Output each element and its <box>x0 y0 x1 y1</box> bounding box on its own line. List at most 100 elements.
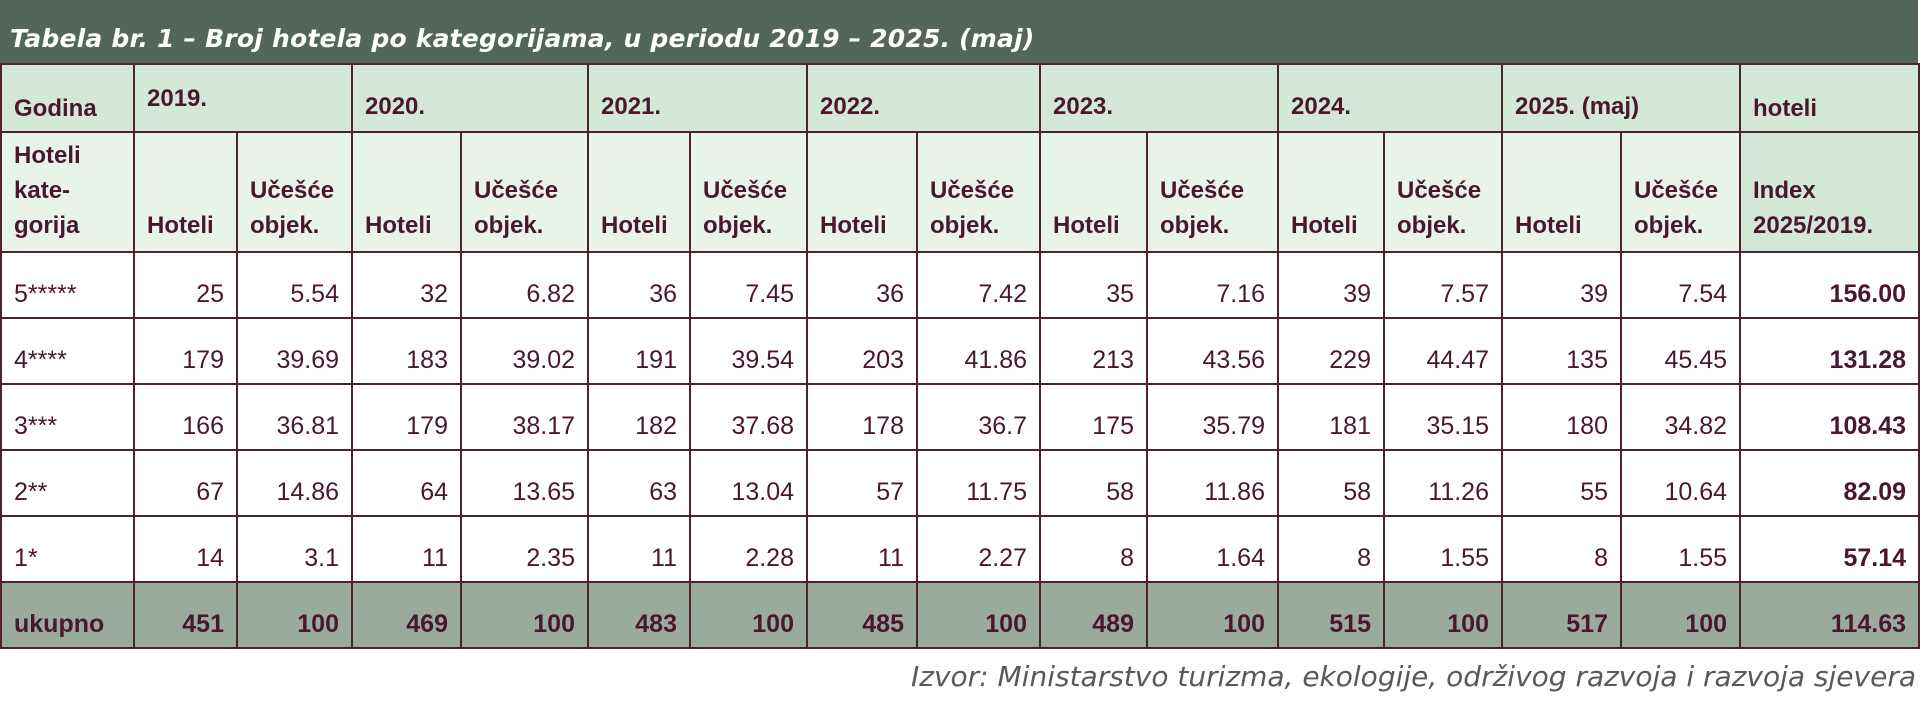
ucesce-percent-cell: 7.57 <box>1383 251 1503 319</box>
ucesce-percent-cell: 6.82 <box>460 251 589 319</box>
hoteli-count-cell: 451 <box>133 581 238 649</box>
year-header-2019: 2019. <box>133 63 353 133</box>
category-cell: 5***** <box>0 251 135 319</box>
ucesce-percent-cell: 35.79 <box>1146 383 1279 451</box>
hoteli-count-cell: 469 <box>351 581 462 649</box>
hoteli-count-cell: 135 <box>1501 317 1622 385</box>
ucesce-percent-cell: 39.54 <box>689 317 808 385</box>
table-title-bar: Tabela br. 1 – Broj hotela po kategorija… <box>0 0 1918 63</box>
hoteli-count-cell: 179 <box>133 317 238 385</box>
col-ucesce-line: objek. <box>250 212 320 239</box>
col-ucesce-header: Učešće objek. <box>689 131 808 253</box>
hoteli-count-cell: 175 <box>1039 383 1148 451</box>
category-label-line: gorija <box>14 212 80 239</box>
hoteli-count-cell: 517 <box>1501 581 1622 649</box>
col-hoteli-header: Hoteli <box>351 131 462 253</box>
category-cell: 1* <box>0 515 135 583</box>
ucesce-percent-cell: 14.86 <box>236 449 353 517</box>
hoteli-count-cell: 39 <box>1277 251 1385 319</box>
col-ucesce-line: Učešće <box>1634 177 1719 204</box>
hoteli-count-cell: 213 <box>1039 317 1148 385</box>
hoteli-count-cell: 229 <box>1277 317 1385 385</box>
hoteli-count-cell: 36 <box>806 251 918 319</box>
ucesce-percent-cell: 38.17 <box>460 383 589 451</box>
col-ucesce-line: objek. <box>1160 212 1230 239</box>
hoteli-count-cell: 181 <box>1277 383 1385 451</box>
index-header-line: Index <box>1753 177 1816 204</box>
hoteli-count-cell: 183 <box>351 317 462 385</box>
hoteli-count-cell: 8 <box>1501 515 1622 583</box>
table-row: 5***** 25 5.54 32 6.82 36 7.45 36 7.42 35 7.16 39 7.… <box>0 251 1921 319</box>
category-cell: 3*** <box>0 383 135 451</box>
hoteli-count-cell: 57 <box>806 449 918 517</box>
hoteli-count-cell: 64 <box>351 449 462 517</box>
col-hoteli-header: Hoteli <box>1501 131 1622 253</box>
category-label-line: Hoteli <box>14 142 81 169</box>
category-cell: 2** <box>0 449 135 517</box>
hotels-by-category-table: Godina 2019. 2020. 2021. 2022. 2023. 202… <box>0 63 1921 649</box>
col-ucesce-line: Učešće <box>474 177 559 204</box>
hoteli-count-cell: 191 <box>587 317 691 385</box>
hoteli-group-label: hoteli <box>1739 63 1921 133</box>
index-cell: 156.00 <box>1739 251 1921 319</box>
ucesce-percent-cell: 100 <box>689 581 808 649</box>
col-ucesce-header: Učešće objek. <box>236 131 353 253</box>
hoteli-count-cell: 63 <box>587 449 691 517</box>
col-ucesce-line: objek. <box>930 212 1000 239</box>
col-ucesce-line: objek. <box>1397 212 1467 239</box>
hoteli-count-cell: 36 <box>587 251 691 319</box>
col-ucesce-line: Učešće <box>1160 177 1245 204</box>
year-header-2024: 2024. <box>1277 63 1503 133</box>
ucesce-percent-cell: 44.47 <box>1383 317 1503 385</box>
index-cell: 57.14 <box>1739 515 1921 583</box>
hoteli-count-cell: 203 <box>806 317 918 385</box>
hoteli-count-cell: 8 <box>1277 515 1385 583</box>
ucesce-percent-cell: 35.15 <box>1383 383 1503 451</box>
table-row: 3*** 166 36.81 179 38.17 182 37.68 178 36.7 175 35… <box>0 383 1921 451</box>
ucesce-percent-cell: 100 <box>1383 581 1503 649</box>
hoteli-count-cell: 182 <box>587 383 691 451</box>
index-header-line: 2025/2019. <box>1753 212 1874 239</box>
col-ucesce-line: objek. <box>474 212 544 239</box>
ucesce-percent-cell: 100 <box>916 581 1041 649</box>
col-ucesce-header: Učešće objek. <box>1146 131 1279 253</box>
ucesce-percent-cell: 43.56 <box>1146 317 1279 385</box>
hoteli-count-cell: 25 <box>133 251 238 319</box>
hoteli-count-cell: 8 <box>1039 515 1148 583</box>
col-ucesce-header: Učešće objek. <box>460 131 589 253</box>
source-note: Izvor: Ministarstvo turizma, ekologije, … <box>911 660 1916 693</box>
godina-label: Godina <box>0 63 135 133</box>
hoteli-count-cell: 58 <box>1039 449 1148 517</box>
year-header-row: Godina 2019. 2020. 2021. 2022. 2023. 202… <box>0 63 1921 133</box>
hoteli-count-cell: 14 <box>133 515 238 583</box>
ucesce-percent-cell: 11.86 <box>1146 449 1279 517</box>
ucesce-percent-cell: 3.1 <box>236 515 353 583</box>
ucesce-percent-cell: 7.45 <box>689 251 808 319</box>
hoteli-count-cell: 485 <box>806 581 918 649</box>
category-label: Hoteli kate- gorija <box>0 131 135 253</box>
ucesce-percent-cell: 5.54 <box>236 251 353 319</box>
hoteli-count-cell: 35 <box>1039 251 1148 319</box>
ucesce-percent-cell: 100 <box>236 581 353 649</box>
ucesce-percent-cell: 2.28 <box>689 515 808 583</box>
col-hoteli-header: Hoteli <box>1039 131 1148 253</box>
ucesce-percent-cell: 100 <box>1146 581 1279 649</box>
index-header: Index 2025/2019. <box>1739 131 1921 253</box>
hoteli-count-cell: 67 <box>133 449 238 517</box>
hoteli-count-cell: 58 <box>1277 449 1385 517</box>
ucesce-percent-cell: 11.75 <box>916 449 1041 517</box>
col-ucesce-line: Učešće <box>1397 177 1482 204</box>
index-cell: 114.63 <box>1739 581 1921 649</box>
ucesce-percent-cell: 13.65 <box>460 449 589 517</box>
table-row: 1* 14 3.1 11 2.35 11 2.28 11 2.27 8 1.64 8 1.55 8 1.55… <box>0 515 1921 583</box>
ucesce-percent-cell: 1.55 <box>1619 515 1742 583</box>
col-ucesce-header: Učešće objek. <box>916 131 1041 253</box>
ucesce-percent-cell: 13.04 <box>689 449 808 517</box>
ucesce-percent-cell: 1.64 <box>1146 515 1279 583</box>
col-hoteli-header: Hoteli <box>587 131 691 253</box>
hoteli-count-cell: 55 <box>1501 449 1622 517</box>
ucesce-percent-cell: 11.26 <box>1383 449 1503 517</box>
ucesce-percent-cell: 37.68 <box>689 383 808 451</box>
ucesce-percent-cell: 7.54 <box>1619 251 1742 319</box>
ucesce-percent-cell: 39.02 <box>460 317 589 385</box>
